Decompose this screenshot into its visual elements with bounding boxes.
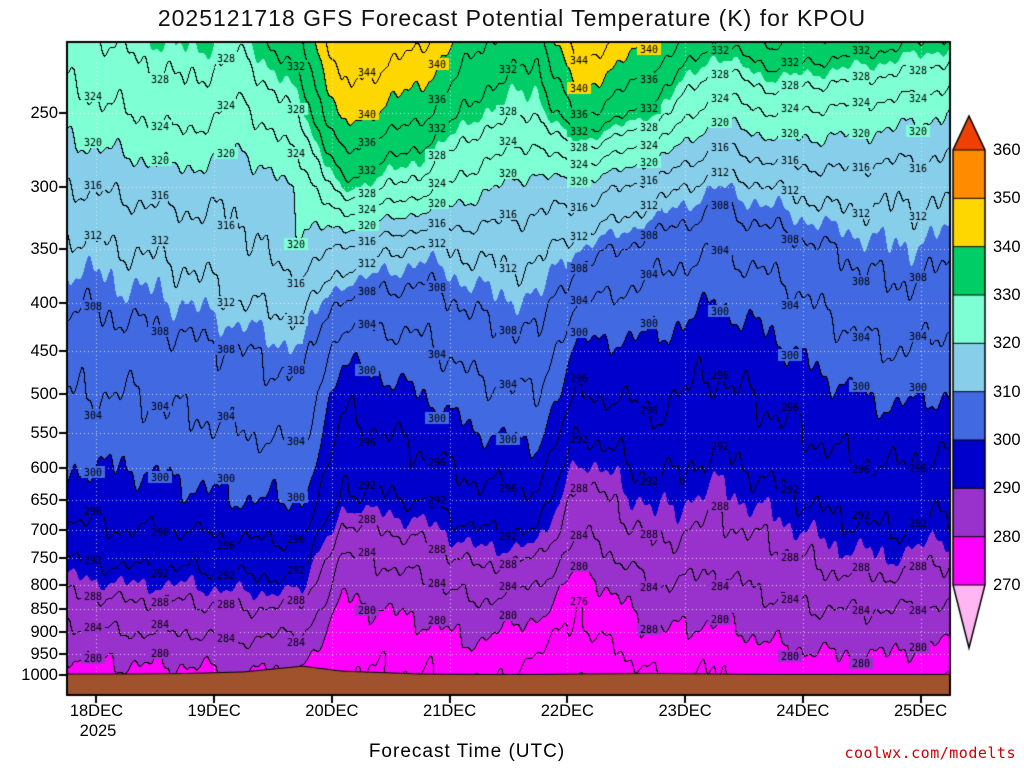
x-tick-label: 22DEC — [540, 702, 594, 720]
chart-title: 2025121718 GFS Forecast Potential Temper… — [157, 5, 867, 31]
colorbar-tick-label: 360 — [993, 141, 1021, 159]
colorbar-tick-label: 320 — [993, 334, 1021, 353]
y-tick-label: 700 — [30, 521, 58, 540]
x-tick-label: 20DEC — [305, 702, 359, 720]
y-tick-label: 650 — [30, 491, 58, 510]
x-axis-title: Forecast Time (UTC) — [368, 741, 566, 762]
x-tick-label: 21DEC — [423, 702, 477, 720]
y-tick-label: 600 — [30, 458, 58, 477]
y-tick-label: 800 — [30, 575, 58, 594]
y-tick-label: 350 — [30, 240, 58, 259]
y-tick-label: 750 — [30, 549, 58, 568]
colorbar-tick-label: 330 — [993, 286, 1021, 304]
y-tick-label: 900 — [30, 623, 58, 642]
y-tick-label: 300 — [30, 177, 58, 196]
colorbar-tick-label: 280 — [993, 527, 1021, 546]
x-tick-label: 23DEC — [658, 702, 712, 720]
y-tick-label: 450 — [30, 342, 58, 361]
colorbar-tick-label: 290 — [993, 479, 1021, 498]
y-tick-label: 950 — [30, 645, 58, 664]
y-tick-label: 850 — [30, 600, 58, 619]
x-tick-label: 24DEC — [776, 702, 830, 720]
x-tick-label: 19DEC — [187, 702, 241, 720]
colorbar-tick-label: 340 — [993, 237, 1021, 256]
watermark: coolwx.com/modelts — [844, 744, 1016, 762]
y-tick-label: 550 — [30, 423, 58, 442]
x-tick-label: 25DEC — [893, 702, 948, 720]
x-tick-label: 18DEC — [69, 702, 124, 720]
colorbar-tick-label: 350 — [993, 189, 1021, 208]
colorbar-tick-label: 300 — [993, 431, 1021, 449]
y-tick-label: 1000 — [21, 666, 58, 685]
colorbar-tick-label: 310 — [993, 382, 1021, 401]
colorbar-tick-label: 270 — [993, 576, 1021, 594]
y-tick-label: 250 — [30, 103, 58, 122]
y-tick-label: 500 — [30, 384, 58, 403]
y-tick-label: 400 — [30, 294, 58, 313]
year-label: 2025 — [79, 722, 117, 740]
